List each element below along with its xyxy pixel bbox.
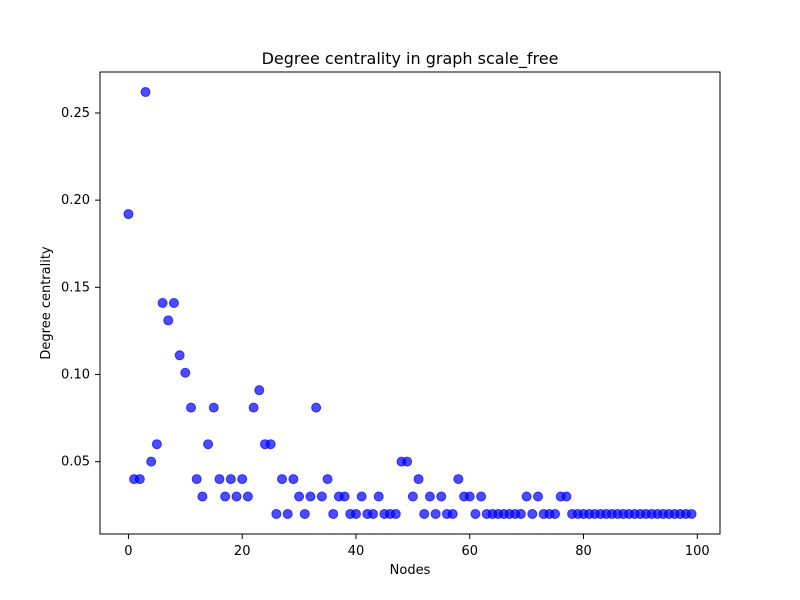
x-tick-label: 100 bbox=[685, 544, 710, 559]
scatter-point bbox=[686, 508, 697, 519]
scatter-point bbox=[242, 491, 253, 502]
scatter-point bbox=[225, 474, 236, 485]
scatter-point bbox=[271, 508, 282, 519]
scatter-point bbox=[316, 491, 327, 502]
y-tick-label: 0.15 bbox=[61, 280, 90, 295]
scatter-point bbox=[231, 491, 242, 502]
x-tick-label: 80 bbox=[575, 544, 592, 559]
y-tick-label: 0.10 bbox=[61, 367, 90, 382]
scatter-point bbox=[515, 508, 526, 519]
scatter-point bbox=[146, 456, 157, 467]
scatter-point bbox=[424, 491, 435, 502]
scatter-point bbox=[311, 402, 322, 413]
scatter-point bbox=[248, 402, 259, 413]
scatter-point bbox=[436, 491, 447, 502]
data-points bbox=[123, 87, 697, 519]
scatter-point bbox=[151, 439, 162, 450]
scatter-point bbox=[527, 508, 538, 519]
chart-title: Degree centrality in graph scale_free bbox=[262, 49, 559, 69]
x-tick-label: 40 bbox=[348, 544, 365, 559]
scatter-point bbox=[402, 456, 413, 467]
scatter-point bbox=[453, 474, 464, 485]
scatter-point bbox=[140, 87, 151, 98]
scatter-point bbox=[288, 474, 299, 485]
scatter-point bbox=[447, 508, 458, 519]
scatter-point bbox=[419, 508, 430, 519]
scatter-point bbox=[294, 491, 305, 502]
scatter-point bbox=[168, 298, 179, 308]
scatter-point bbox=[430, 508, 441, 519]
scatter-point bbox=[373, 491, 384, 502]
scatter-point bbox=[413, 474, 424, 485]
x-tick-label: 0 bbox=[124, 544, 132, 559]
scatter-point bbox=[123, 209, 134, 220]
scatter-point bbox=[237, 474, 248, 485]
x-axis-ticks: 0 20 40 60 80 100 bbox=[124, 534, 710, 559]
scatter-point bbox=[305, 491, 316, 502]
scatter-point bbox=[186, 402, 197, 413]
scatter-point bbox=[220, 491, 231, 502]
scatter-point bbox=[339, 491, 350, 502]
scatter-point bbox=[561, 491, 572, 502]
y-tick-label: 0.20 bbox=[61, 193, 90, 208]
scatter-point bbox=[265, 439, 276, 450]
scatter-point bbox=[390, 508, 401, 519]
x-tick-label: 60 bbox=[461, 544, 478, 559]
scatter-point bbox=[208, 402, 219, 413]
scatter-point bbox=[322, 474, 333, 485]
scatter-point bbox=[191, 474, 202, 485]
scatter-point bbox=[550, 508, 561, 519]
y-tick-label: 0.25 bbox=[61, 106, 90, 121]
scatter-point bbox=[464, 491, 475, 502]
scatter-point bbox=[282, 508, 293, 519]
scatter-point bbox=[368, 508, 379, 519]
y-tick-label: 0.05 bbox=[61, 455, 90, 470]
scatter-point bbox=[356, 491, 367, 502]
y-axis-ticks: 0.05 0.10 0.15 0.20 0.25 bbox=[61, 106, 100, 470]
scatter-point bbox=[350, 508, 361, 519]
scatter-point bbox=[476, 491, 487, 502]
scatter-point bbox=[174, 350, 185, 361]
scatter-point bbox=[254, 385, 265, 396]
plot-area-frame bbox=[99, 71, 721, 535]
scatter-point bbox=[328, 508, 339, 519]
x-tick-label: 20 bbox=[234, 544, 251, 559]
y-axis-label: Degree centrality bbox=[39, 246, 54, 360]
scatter-point bbox=[407, 491, 418, 502]
scatter-point bbox=[470, 508, 481, 519]
scatter-point bbox=[214, 474, 225, 485]
scatter-point bbox=[197, 491, 208, 502]
scatter-point bbox=[134, 474, 145, 485]
scatter-point bbox=[163, 315, 174, 326]
scatter-point bbox=[532, 491, 543, 502]
scatter-point bbox=[203, 439, 214, 450]
scatter-point bbox=[277, 474, 288, 485]
scatter-point bbox=[299, 508, 310, 519]
scatter-point bbox=[157, 298, 168, 308]
scatter-point bbox=[180, 367, 191, 378]
x-axis-label: Nodes bbox=[390, 563, 431, 578]
scatter-point bbox=[521, 491, 532, 502]
